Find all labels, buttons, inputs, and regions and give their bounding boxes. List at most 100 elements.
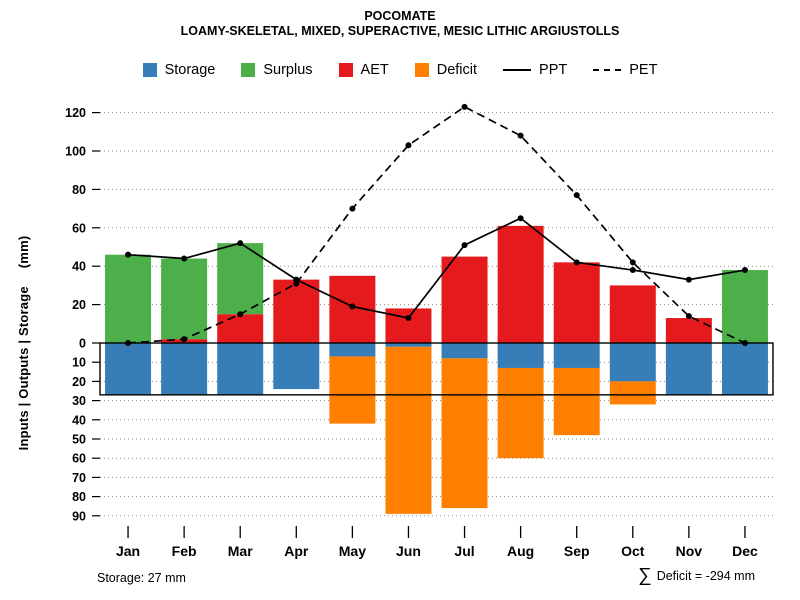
surplus-bar <box>105 254 152 343</box>
ppt-point <box>349 303 356 310</box>
deficit-note-text: Deficit = -294 mm <box>656 568 755 583</box>
ppt-point <box>741 267 748 274</box>
y-tick-label: 20 <box>72 298 86 312</box>
chart-title: POCOMATE <box>364 9 436 23</box>
storage-bar <box>105 343 152 395</box>
y-tick-label: 60 <box>72 452 86 466</box>
legend-item-deficit: Deficit <box>414 62 478 78</box>
legend-item-aet: AET <box>338 62 389 78</box>
storage-bar <box>217 343 264 395</box>
month-label: Jan <box>116 543 140 559</box>
y-tick-label: 30 <box>72 394 86 408</box>
storage-bar <box>609 343 656 382</box>
y-tick-label: 60 <box>72 221 86 235</box>
ppt-point <box>517 215 524 222</box>
deficit-swatch-icon <box>414 63 429 77</box>
surplus-bar <box>217 243 264 315</box>
storage-bar <box>441 343 488 359</box>
y-tick-label: 40 <box>72 413 86 427</box>
aet-bar <box>609 285 656 343</box>
chart-subtitle: LOAMY-SKELETAL, MIXED, SUPERACTIVE, MESI… <box>180 24 620 38</box>
pet-point <box>181 336 188 343</box>
deficit-bar <box>441 358 488 509</box>
ppt-line-swatch-icon <box>503 69 532 71</box>
deficit-note: ∑ Deficit = -294 mm <box>638 566 755 585</box>
aet-bar <box>497 225 544 343</box>
storage-bar <box>665 343 712 395</box>
y-tick-label: 100 <box>65 145 86 159</box>
y-tick-label: 0 <box>79 337 86 351</box>
legend-item-surplus: Surplus <box>241 62 313 78</box>
sigma-symbol: ∑ <box>638 565 652 586</box>
storage-capacity-box <box>99 342 774 396</box>
title-block: POCOMATE LOAMY-SKELETAL, MIXED, SUPERACT… <box>0 9 800 39</box>
y-tick-label: 50 <box>72 433 86 447</box>
storage-swatch-icon <box>142 63 157 77</box>
month-label: Jun <box>396 543 421 559</box>
deficit-bar <box>609 381 656 405</box>
y-tick-label: 10 <box>72 356 86 370</box>
storage-bar <box>497 343 544 368</box>
pet-line <box>127 105 746 344</box>
storage-bar <box>329 343 376 357</box>
pet-point <box>237 311 244 318</box>
ppt-point <box>405 315 412 322</box>
aet-bar <box>441 256 488 343</box>
ppt-point <box>125 251 132 258</box>
storage-bar <box>721 343 768 395</box>
pet-point <box>405 142 412 149</box>
month-label: Oct <box>621 543 645 559</box>
month-label: Mar <box>228 543 253 559</box>
pet-point <box>741 340 748 346</box>
pet-point <box>125 340 132 346</box>
legend-label: Storage <box>164 62 216 78</box>
deficit-bar <box>553 367 600 436</box>
month-label: Apr <box>284 543 309 559</box>
surplus-bar <box>721 270 768 343</box>
legend-label: PET <box>629 62 658 78</box>
pet-point <box>349 205 356 212</box>
aet-bar <box>385 308 432 343</box>
legend-item-storage: Storage <box>142 62 216 78</box>
month-label: Sep <box>564 543 590 559</box>
y-tick-label: 40 <box>72 260 86 274</box>
legend-item-ppt: PPT <box>503 62 567 78</box>
deficit-bar <box>497 367 544 459</box>
deficit-bar <box>385 346 432 514</box>
aet-swatch-icon <box>338 63 353 77</box>
ppt-point <box>181 255 188 262</box>
legend-label: AET <box>360 62 389 78</box>
aet-bar <box>217 314 264 343</box>
y-tick-label: 70 <box>72 471 86 485</box>
storage-bar <box>553 343 600 368</box>
storage-note: Storage: 27 mm <box>97 571 186 585</box>
month-label: Feb <box>172 543 197 559</box>
aet-bar <box>553 262 600 343</box>
y-tick-label: 80 <box>72 490 86 504</box>
ppt-point <box>685 276 692 283</box>
ppt-point <box>461 242 468 249</box>
deficit-bar <box>329 356 376 424</box>
aet-bar <box>665 318 712 343</box>
legend-label: Deficit <box>436 62 478 78</box>
aet-bar <box>273 279 320 343</box>
pet-point <box>573 192 580 199</box>
month-label: Nov <box>676 543 703 559</box>
ppt-point <box>573 259 580 266</box>
month-label: Dec <box>732 543 758 559</box>
pet-point <box>293 280 300 287</box>
y-axis-title: Inputs | Outputs | Storage(mm) <box>16 236 31 451</box>
surplus-swatch-icon <box>241 63 256 77</box>
surplus-bar <box>161 258 208 340</box>
ppt-line <box>127 217 746 319</box>
month-label: May <box>339 543 366 559</box>
storage-bar <box>273 343 320 390</box>
legend-item-pet: PET <box>593 62 657 78</box>
pet-point <box>461 103 468 110</box>
month-label: Aug <box>507 543 534 559</box>
pet-line-swatch-icon <box>593 69 622 71</box>
y-tick-label: 90 <box>72 509 86 523</box>
ppt-point <box>237 240 244 247</box>
storage-bar <box>161 343 208 395</box>
